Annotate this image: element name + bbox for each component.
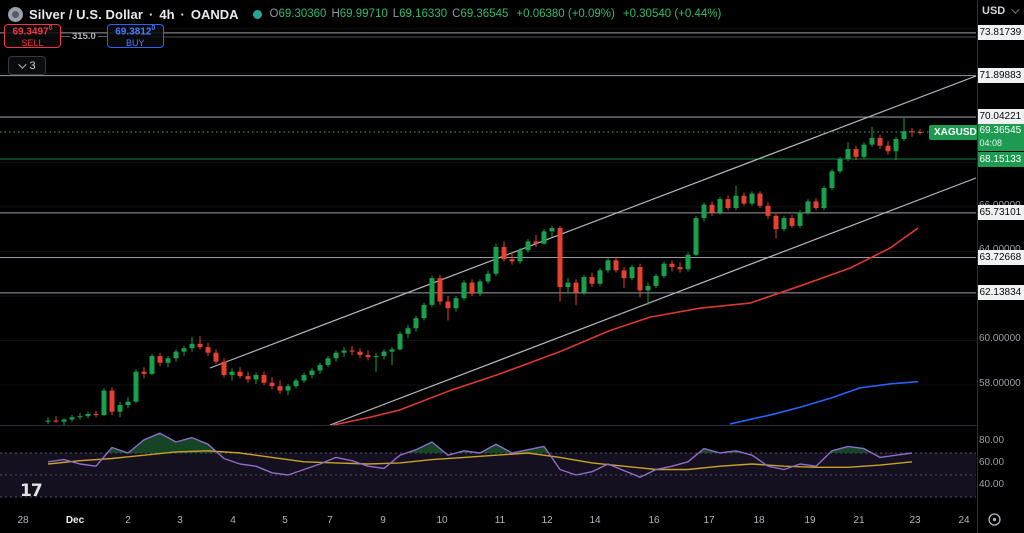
time-axis-label[interactable]: 21 (853, 515, 865, 526)
tradingview-logo[interactable]: 17 (20, 481, 43, 501)
silver-coin-icon (8, 6, 23, 22)
rsi-axis-label: 40.00 (979, 479, 1005, 490)
indicators-collapse-button[interactable]: 3 (8, 56, 46, 75)
time-axis-label[interactable]: Dec (65, 515, 85, 526)
rsi-overbought-fill (107, 433, 872, 453)
interval-label[interactable]: 4h (159, 6, 175, 22)
price-level-label[interactable]: 63.72668 (977, 250, 1024, 266)
change-absolute: +0.06380 (+0.09%) (516, 8, 615, 20)
time-axis-label[interactable]: 18 (753, 515, 765, 526)
buy-button[interactable]: 69.38120 BUY (106, 24, 164, 48)
rsi-band-zone (0, 453, 976, 497)
separator: · (149, 6, 154, 22)
time-axis-label[interactable]: 23 (909, 515, 921, 526)
rsi-axis-label: 60.00 (979, 457, 1005, 468)
time-axis-label[interactable]: 28 (17, 515, 29, 526)
time-axis-label[interactable]: 10 (436, 515, 448, 526)
time-axis-label[interactable]: 2 (125, 515, 131, 526)
price-grid-label: 60.00000 (979, 333, 1021, 345)
spread-display: 315.0 (61, 31, 107, 42)
time-axis-label[interactable]: 3 (177, 515, 183, 526)
red-moving-average-line (332, 227, 919, 426)
time-axis-label[interactable]: 4 (230, 515, 236, 526)
market-status-dot-icon[interactable] (252, 9, 262, 19)
time-axis-label[interactable]: 9 (380, 515, 386, 526)
gear-icon (988, 513, 1001, 526)
time-axis-label[interactable]: 14 (589, 515, 601, 526)
trade-widget: 69.34970 SELL 315.0 69.38120 BUY (4, 24, 164, 48)
axis-settings-button[interactable] (987, 512, 1004, 529)
grid-lines (0, 28, 976, 386)
time-axis-label[interactable]: 7 (327, 515, 333, 526)
exchange-label: OANDA (190, 6, 239, 22)
time-axis-label[interactable]: 17 (703, 515, 715, 526)
sell-button[interactable]: 69.34970 SELL (4, 24, 61, 48)
price-level-label[interactable]: 71.89883 (977, 68, 1024, 84)
price-level-label[interactable]: 62.13834 (977, 285, 1024, 301)
blue-moving-average-line (729, 380, 919, 425)
time-axis-label[interactable]: 16 (648, 515, 660, 526)
change-percent: +0.30540 (+0.44%) (622, 8, 722, 20)
candlesticks (45, 117, 923, 426)
price-level-label[interactable]: 65.73101 (977, 205, 1024, 221)
time-axis[interactable]: 28 Dec 2 3 4 5 7 9 10 11 12 14 16 17 18 19 21 23 24 (0, 509, 1024, 533)
axis-divider (977, 0, 978, 533)
price-level-label[interactable]: 70.04221 (977, 109, 1024, 125)
rsi-ma-line (47, 450, 913, 471)
rsi-line (47, 432, 913, 478)
time-axis-label[interactable]: 11 (494, 515, 506, 526)
rsi-axis-label: 80.00 (979, 435, 1005, 446)
symbol-title[interactable]: Silver / U.S. Dollar (29, 6, 143, 22)
chart-header: Silver / U.S. Dollar · 4h · OANDA O69.30… (8, 5, 721, 23)
current-price-label[interactable]: 69.36545 04:08 (977, 124, 1024, 151)
price-level-label[interactable]: 68.15133 (977, 151, 1024, 167)
time-axis-label[interactable]: 19 (804, 515, 816, 526)
price-level-lines (0, 32, 976, 294)
ohlc-readout: O69.30360 H69.99710 L69.16330 C69.36545 (269, 8, 509, 20)
chevron-down-icon (18, 59, 28, 69)
price-grid-label: 64.00000 (979, 244, 1024, 255)
time-axis-label[interactable]: 24 (958, 515, 970, 526)
price-grid-label: 58.00000 (979, 378, 1021, 389)
time-axis-label[interactable]: 5 (282, 515, 288, 526)
time-axis-label[interactable]: 12 (541, 515, 553, 526)
series-label-tag[interactable]: XAGUSD (929, 125, 982, 140)
price-level-label[interactable]: 73.81739 (977, 25, 1024, 41)
currency-dropdown[interactable]: USD (982, 5, 1020, 17)
price-axis[interactable] (977, 0, 1024, 533)
trend-channel-lines (209, 75, 977, 426)
separator: · (180, 6, 185, 22)
